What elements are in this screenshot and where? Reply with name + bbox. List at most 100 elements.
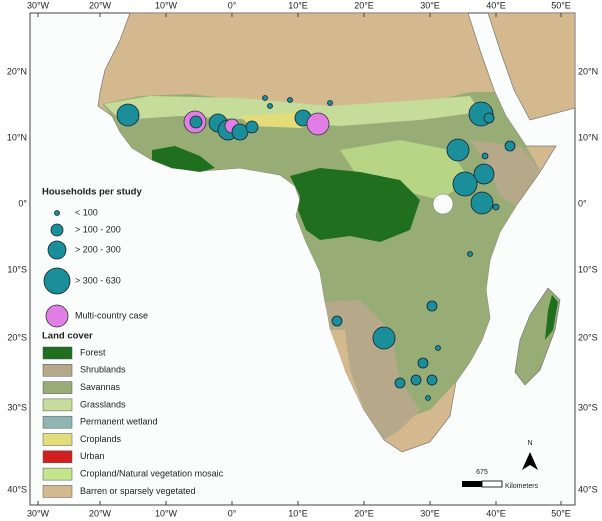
legend-label: Shrublands [80, 365, 126, 375]
legend-swatch [42, 415, 73, 429]
lat-label: 10°S [7, 264, 27, 274]
legend-swatch [42, 467, 73, 481]
legend-swatch [42, 450, 73, 464]
site [267, 103, 273, 109]
site [504, 140, 516, 152]
legend-swatch [42, 364, 73, 377]
legend-symbol [43, 267, 71, 295]
lon-label: 0° [228, 0, 237, 10]
site [417, 357, 429, 369]
lat-label: 0° [578, 198, 587, 208]
lon-label: 30°E [420, 0, 440, 10]
legend: Households per study Land cover < 100 > 1… [42, 187, 224, 498]
lon-label: 0° [228, 508, 237, 518]
site [410, 374, 422, 386]
legend-swatch [42, 381, 73, 394]
north-arrow-shape [522, 452, 538, 470]
lon-label: 30°W [27, 508, 50, 518]
site [426, 374, 438, 386]
legend-label: Barren or sparsely vegetated [80, 486, 196, 496]
lon-label: 20°E [354, 0, 374, 10]
legend-symbol [54, 210, 60, 216]
legend-label: Croplands [80, 434, 122, 444]
forest-congo [290, 168, 420, 242]
legend-label: Grasslands [80, 399, 126, 409]
lat-label: 20°S [7, 332, 27, 342]
scale-unit: Kilometers [505, 483, 539, 490]
site [483, 112, 495, 124]
site [262, 95, 268, 101]
legend-label: Forest [80, 347, 106, 357]
scale-bar: 675 Kilometers [462, 469, 539, 490]
lon-label: 50°E [551, 508, 571, 518]
site [331, 315, 343, 327]
site [116, 103, 140, 127]
lat-label: 10°N [578, 132, 598, 142]
site [467, 251, 473, 257]
site [327, 100, 333, 106]
lon-label: 30°W [27, 0, 50, 10]
site [425, 395, 431, 401]
kalahari [325, 300, 420, 440]
legend-label: Permanent wetland [80, 417, 158, 427]
legend-symbol [47, 240, 67, 260]
lat-label: 30°S [7, 402, 27, 412]
lon-label: 10°W [155, 508, 178, 518]
legend-label: > 200 - 300 [75, 244, 121, 254]
lat-label: 30°S [578, 402, 598, 412]
legend-title: Land cover [42, 331, 93, 342]
lon-label: 40°E [486, 0, 506, 10]
lon-label: 10°E [288, 0, 308, 10]
lat-label: 20°S [578, 332, 598, 342]
forest-west [152, 146, 215, 172]
site [231, 123, 249, 141]
site [446, 138, 470, 162]
arabia [487, 12, 576, 121]
lat-label: 10°N [7, 132, 27, 142]
site [473, 163, 495, 185]
madagascar-forest [545, 295, 558, 340]
legend-title: Households per study [42, 187, 142, 198]
legend-label: Urban [80, 451, 105, 461]
site [245, 120, 259, 134]
site [452, 171, 478, 197]
legend-symbol [50, 223, 64, 237]
legend-label: Cropland/Natural vegetation mosaic [80, 468, 224, 478]
lat-label: 0° [18, 198, 27, 208]
lat-label: 20°N [578, 66, 598, 76]
legend-swatch [42, 485, 73, 498]
north-label: N [527, 440, 532, 447]
lon-label: 10°W [155, 0, 178, 10]
legend-symbol [45, 304, 69, 328]
lon-label: 50°E [551, 0, 571, 10]
north-arrow: N [522, 440, 538, 470]
legend-label: > 100 - 200 [75, 224, 121, 234]
legend-swatch [42, 433, 73, 446]
site [481, 152, 489, 160]
mosaic-patch [340, 140, 470, 200]
site [426, 300, 438, 312]
legend-swatch [42, 398, 73, 412]
site [492, 203, 500, 211]
lon-label: 10°E [288, 508, 308, 518]
site-multi [306, 112, 330, 136]
site [189, 115, 203, 129]
site [435, 345, 441, 351]
legend-swatch [42, 346, 73, 360]
lon-label: 20°E [354, 508, 374, 518]
site [287, 97, 293, 103]
scale-seg [481, 480, 503, 488]
lon-label: 30°E [420, 508, 440, 518]
lon-label: 20°W [89, 508, 112, 518]
lat-label: 10°S [578, 264, 598, 274]
namib [330, 330, 364, 410]
lake-victoria [432, 193, 454, 215]
scale-seg [462, 481, 482, 487]
legend-label: Multi-country case [75, 310, 148, 320]
legend-label: < 100 [75, 207, 98, 217]
scale-label: 675 [476, 469, 488, 476]
legend-label: Savannas [80, 382, 121, 392]
site [372, 326, 396, 350]
legend-label: > 300 - 630 [75, 275, 121, 285]
